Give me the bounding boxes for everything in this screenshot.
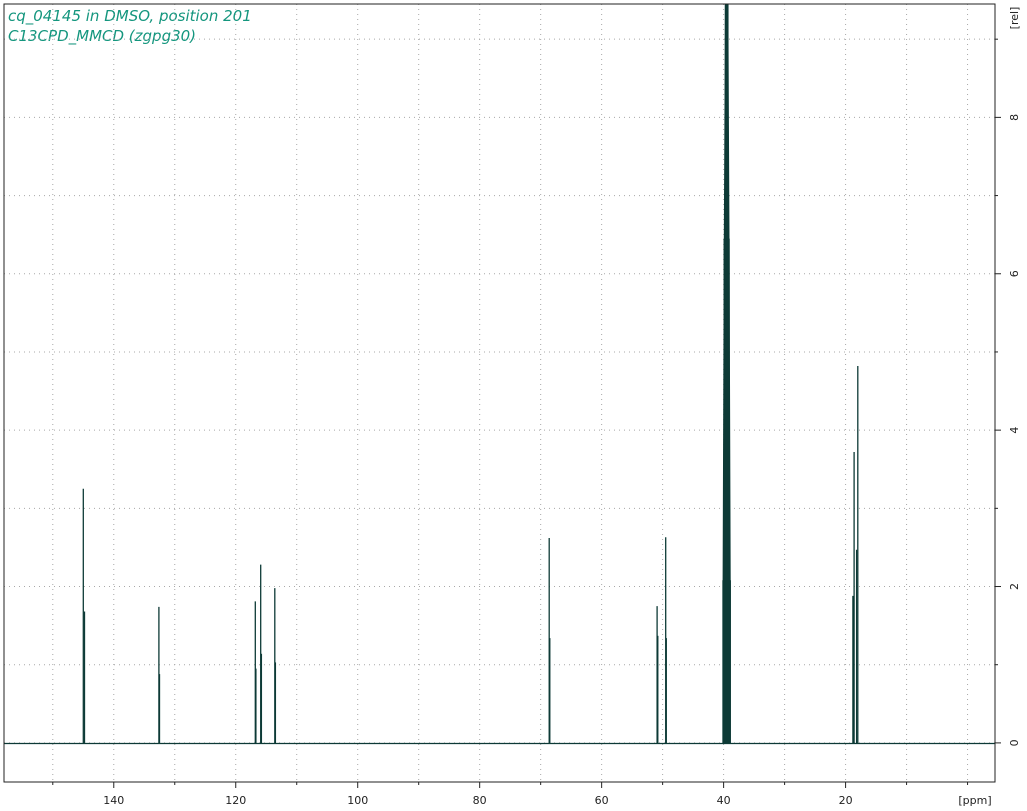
y-tick-label: 2 [1008, 583, 1021, 590]
x-tick-label: 60 [595, 794, 609, 807]
x-tick-label: 80 [473, 794, 487, 807]
y-tick-label: 0 [1008, 739, 1021, 746]
y-tick-label: 6 [1008, 270, 1021, 277]
axis-layer: 20 40 60 80 100 120 140 [ppm] 0 2 4 6 8 [rel] [3, 3, 1021, 807]
x-tick-label: 120 [225, 794, 246, 807]
x-tick-label: 140 [103, 794, 124, 807]
grid-layer [4, 4, 995, 782]
x-axis-unit: [ppm] [958, 794, 991, 807]
spectrum-title-line1: cq_04145 in DMSO, position 201 [8, 7, 252, 25]
spectrum-title-line2: C13CPD_MMCD (zgpg30) [8, 27, 197, 45]
y-tick-label: 8 [1008, 114, 1021, 121]
x-tick-label: 20 [839, 794, 853, 807]
trace-layer [4, 3, 995, 745]
y-tick-label: 4 [1008, 427, 1021, 434]
plot-frame [3, 3, 996, 783]
x-tick-label: 40 [717, 794, 731, 807]
y-axis-unit: [rel] [1008, 7, 1021, 30]
x-tick-label: 100 [347, 794, 368, 807]
